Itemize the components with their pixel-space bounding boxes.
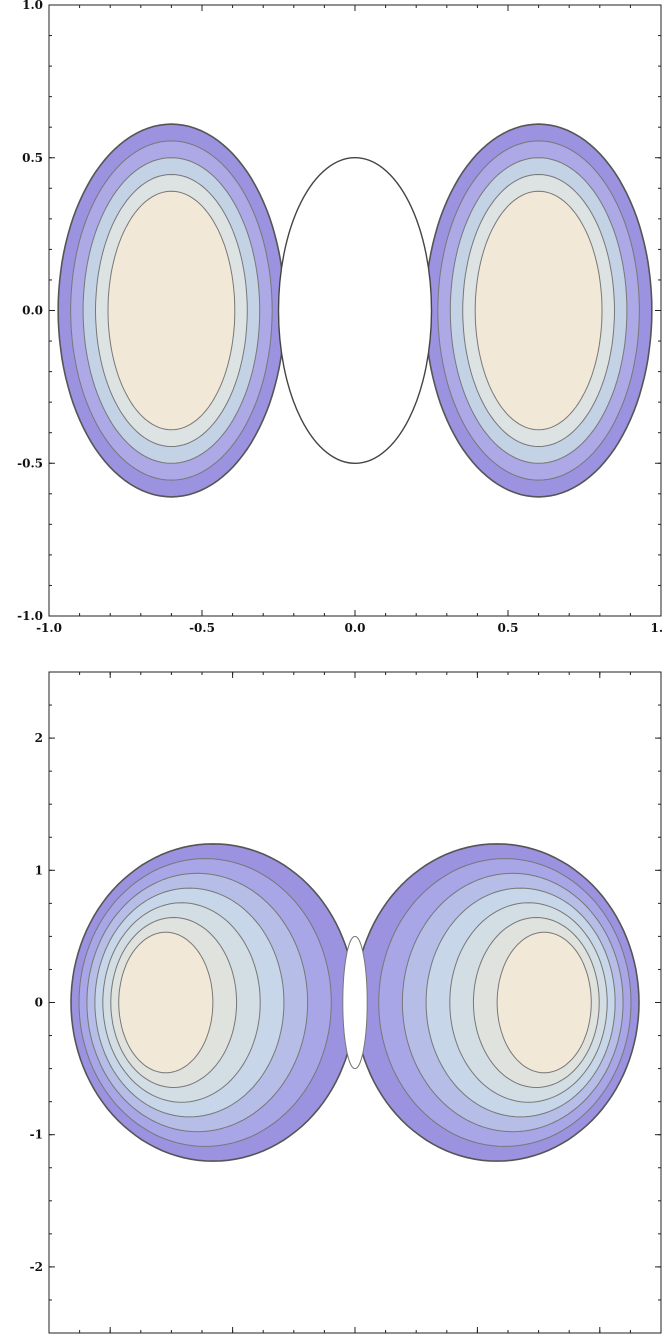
x-tick-label: -1.0 xyxy=(36,621,62,635)
contour-region xyxy=(70,843,640,1162)
y-tick-label: 2 xyxy=(35,731,43,745)
x-tick-label: -0.5 xyxy=(189,621,215,635)
contour-plot-top: -1.0 -0.5 0.0 0.5 1.0 1.0 0.5 0.0 -0.5 -1.0 xyxy=(17,0,662,635)
x-tick-label: 1.0 xyxy=(651,621,662,635)
y-tick-label: 1 xyxy=(35,863,43,877)
left-lobe xyxy=(70,843,356,1162)
y-tick-label: 0.5 xyxy=(22,151,43,165)
y-tick-label: 0 xyxy=(35,996,43,1010)
y-tick-label: 1.0 xyxy=(22,0,43,12)
y-tick-label: -0.5 xyxy=(17,456,43,470)
right-lobe xyxy=(354,843,640,1162)
y-tick-label: 0.0 xyxy=(22,304,43,318)
contour-band-7 xyxy=(496,931,592,1074)
x-tick-label: 1 xyxy=(473,1338,481,1340)
x-tick-label: -2 xyxy=(104,1338,117,1340)
y-tick-label: -2 xyxy=(30,1260,43,1274)
inner-cutout xyxy=(342,935,368,1070)
x-tick-label: 2 xyxy=(596,1338,604,1340)
contour-plot-bottom: -2 -1 0 1 2 2 1 0 -1 -2 xyxy=(30,671,662,1340)
inner-cutout xyxy=(277,156,433,465)
axis-ticks: -2 -1 0 1 2 2 1 0 -1 -2 xyxy=(30,671,662,1340)
y-tick-label: -1.0 xyxy=(17,609,43,623)
contour-region xyxy=(57,123,653,498)
y-tick-label: -1 xyxy=(30,1128,43,1142)
x-tick-label: 0.0 xyxy=(345,621,366,635)
contour-band-5 xyxy=(107,190,236,431)
right-lobe xyxy=(424,123,653,498)
left-lobe xyxy=(57,123,286,498)
x-tick-label: -1 xyxy=(226,1338,239,1340)
x-tick-label: 0 xyxy=(351,1338,359,1340)
axis-ticks: -1.0 -0.5 0.0 0.5 1.0 1.0 0.5 0.0 -0.5 -1.0 xyxy=(17,0,662,635)
x-tick-label: 0.5 xyxy=(498,621,519,635)
contour-band-5 xyxy=(474,190,603,431)
contour-band-7 xyxy=(118,931,214,1074)
